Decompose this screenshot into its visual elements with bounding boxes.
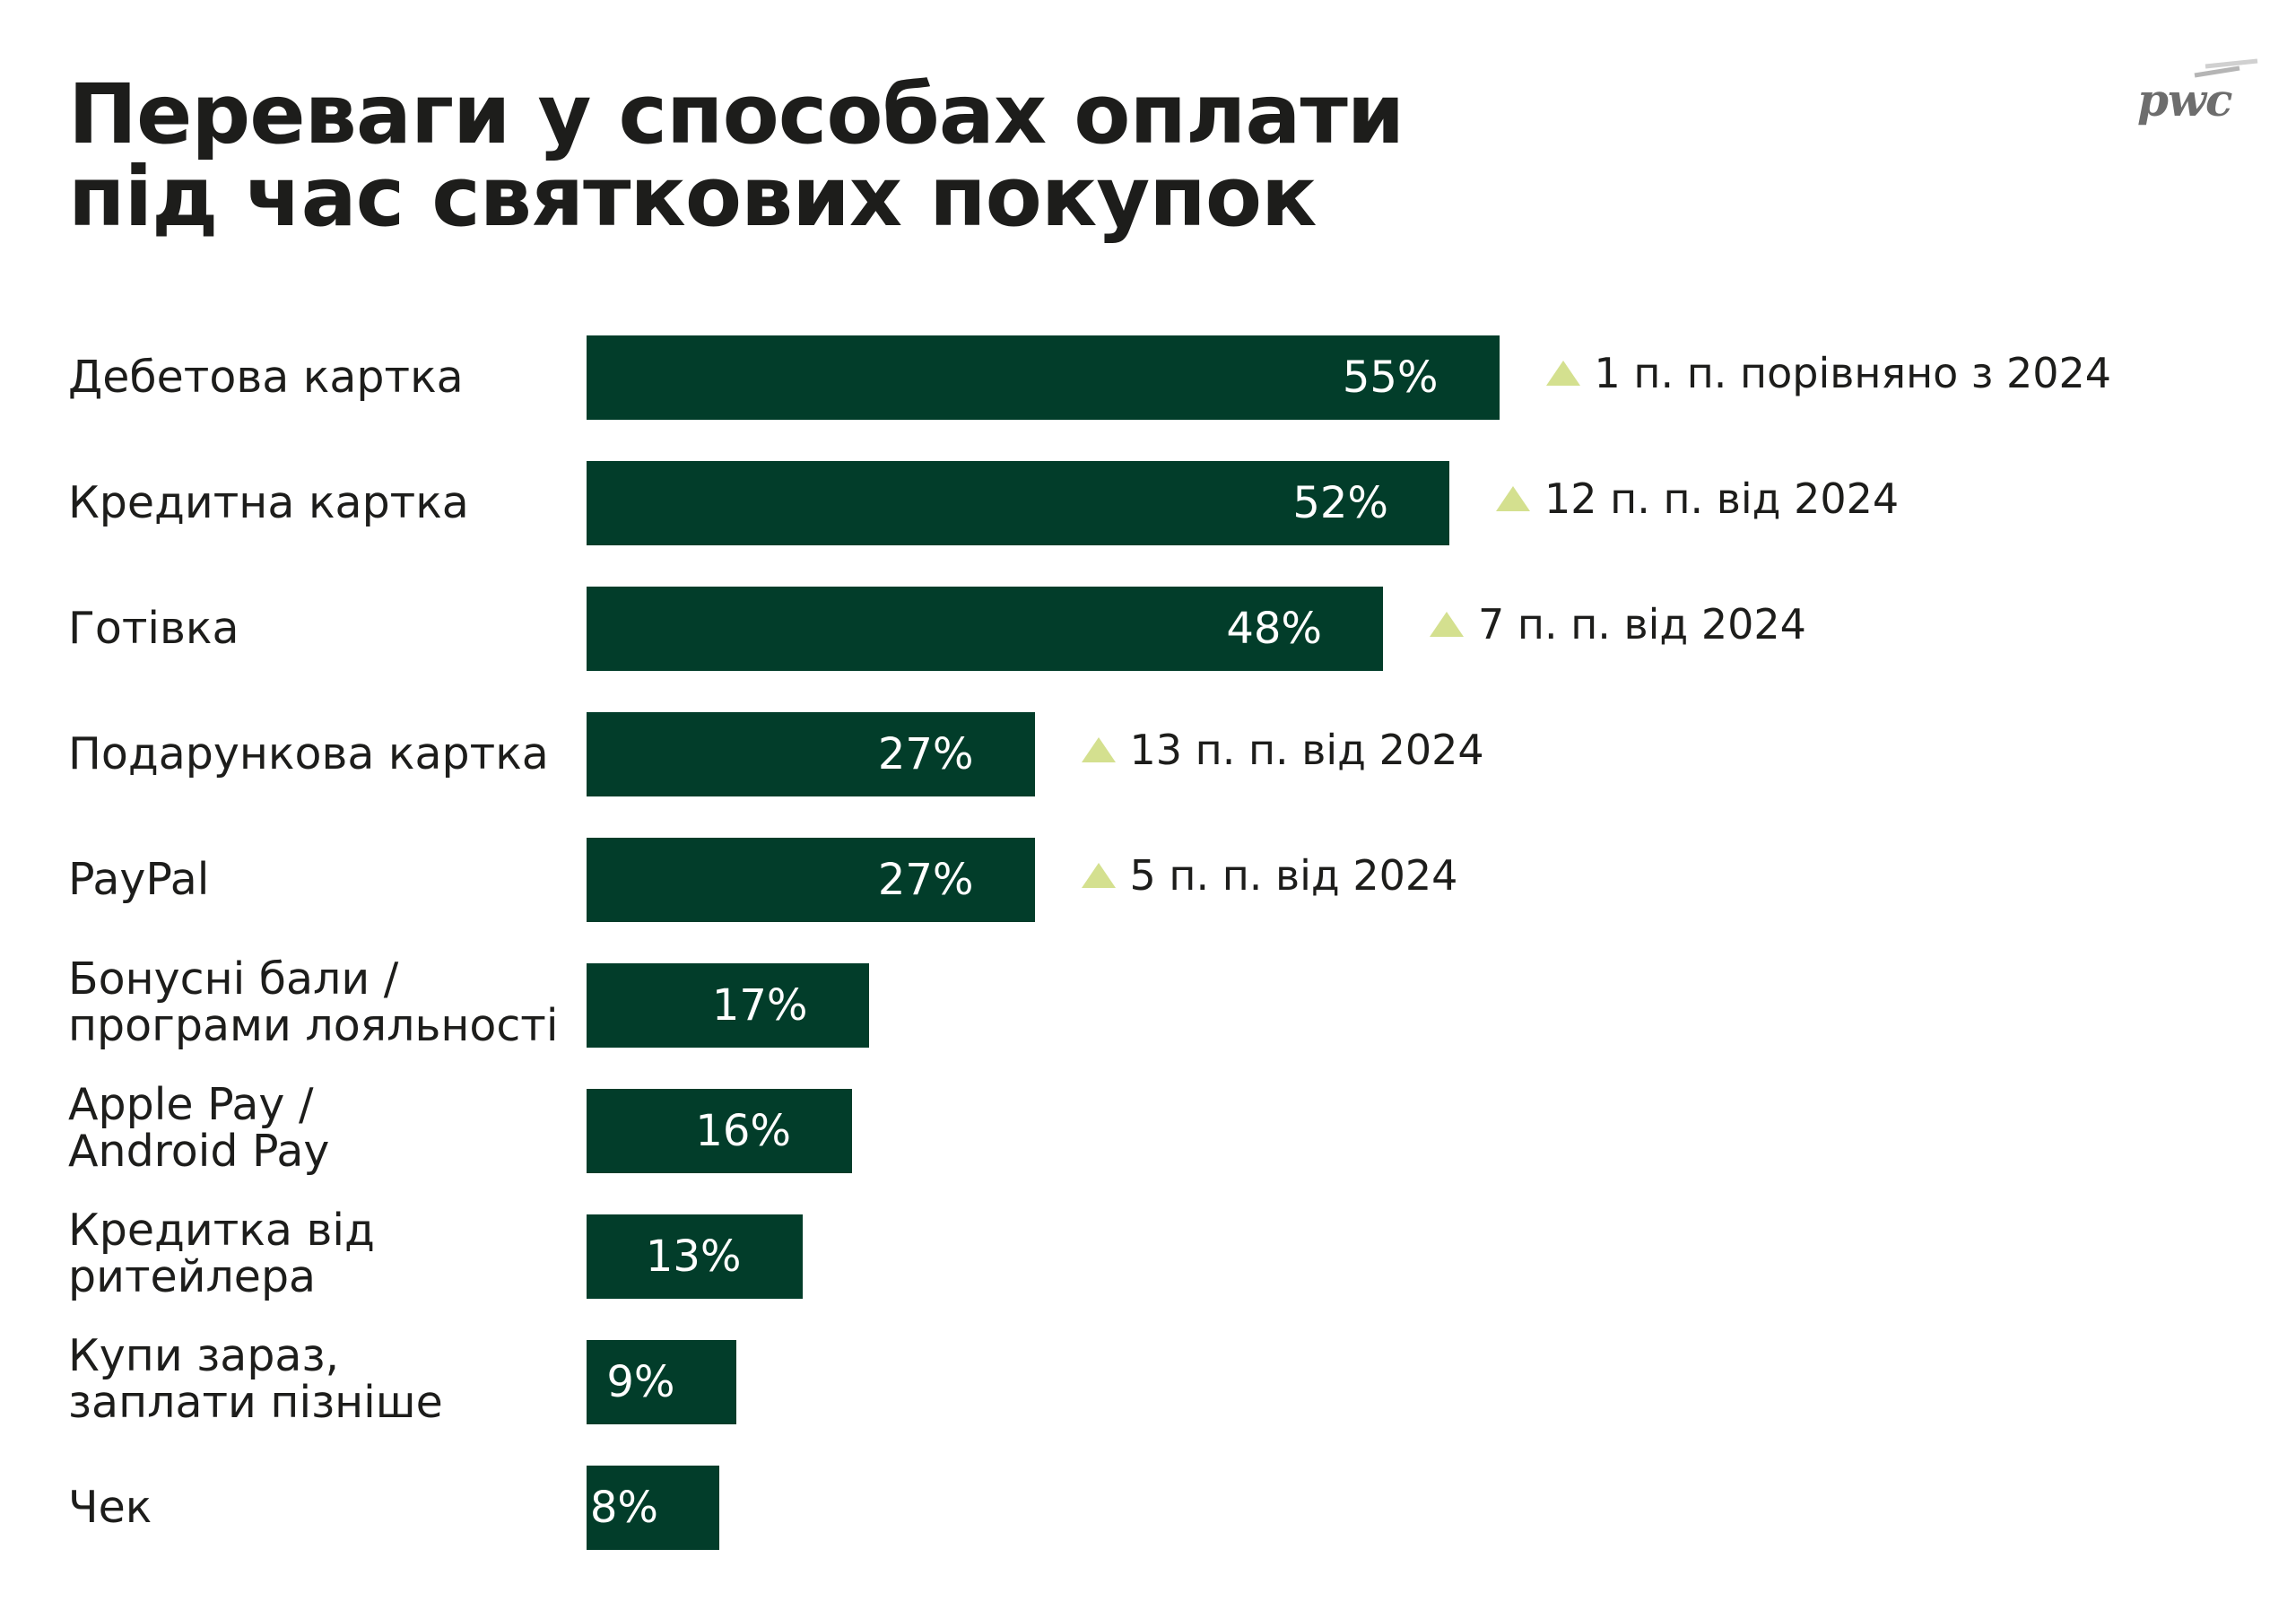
bar — [587, 838, 1035, 922]
change-annotation: 7 п. п. від 2024 — [1430, 597, 1806, 651]
up-triangle-icon — [1081, 737, 1116, 762]
category-label: Кредитна картка — [68, 477, 469, 528]
bar-value-label: 16% — [695, 1106, 791, 1156]
bar — [587, 1089, 852, 1173]
category-label: Кредитка від ритейлера — [68, 1205, 375, 1302]
bar-value-label: 8% — [589, 1483, 658, 1533]
change-annotation: 5 п. п. від 2024 — [1081, 849, 1458, 902]
bar — [587, 963, 869, 1048]
bar-value-label: 17% — [711, 980, 808, 1031]
bar-value-label: 9% — [606, 1357, 675, 1407]
change-annotation: 1 п. п. порівняно з 2024 — [1545, 346, 2112, 400]
change-text: 13 п. п. від 2024 — [1129, 726, 1484, 774]
category-label: Чек — [68, 1482, 152, 1533]
up-triangle-icon — [1496, 486, 1530, 511]
bar-value-label: 27% — [877, 855, 974, 905]
bar-value-label: 13% — [645, 1231, 742, 1282]
title-line-2: під час святкових покупок — [68, 149, 1317, 245]
up-triangle-icon — [1545, 361, 1580, 386]
category-label: PayPal — [68, 854, 210, 905]
bar — [587, 1214, 803, 1299]
category-label: Готівка — [68, 603, 239, 654]
category-label: Подарункова картка — [68, 728, 549, 779]
category-label: Купи зараз, заплати пізніше — [68, 1330, 443, 1428]
bar-value-label: 52% — [1292, 478, 1388, 528]
change-text: 1 п. п. порівняно з 2024 — [1594, 349, 2112, 397]
category-label: Дебетова картка — [68, 352, 464, 403]
title-line-1: Переваги у способах оплати — [68, 66, 1405, 162]
change-annotation: 13 п. п. від 2024 — [1081, 723, 1484, 777]
chart-title: Переваги у способах оплати під час святк… — [68, 74, 1772, 239]
logo-text: pwc — [2137, 74, 2232, 126]
change-text: 5 п. п. від 2024 — [1129, 851, 1458, 900]
bar — [587, 1340, 736, 1424]
bar — [587, 587, 1383, 671]
change-annotation: 12 п. п. від 2024 — [1496, 472, 1899, 526]
bar-value-label: 48% — [1226, 604, 1322, 654]
category-label: Бонусні бали / програми лояльності — [68, 953, 559, 1051]
bar-value-label: 27% — [877, 729, 974, 779]
change-text: 12 п. п. від 2024 — [1544, 474, 1900, 523]
change-text: 7 п. п. від 2024 — [1478, 600, 1806, 648]
logo-lines-icon — [2194, 58, 2258, 78]
category-label: Apple Pay / Android Pay — [68, 1079, 330, 1177]
bar — [587, 461, 1449, 545]
up-triangle-icon — [1081, 863, 1116, 888]
bar — [587, 1466, 719, 1550]
bar — [587, 712, 1035, 796]
bar — [587, 335, 1500, 420]
bar-value-label: 55% — [1342, 352, 1439, 403]
up-triangle-icon — [1430, 612, 1464, 637]
pwc-logo: pwc — [2130, 56, 2265, 127]
